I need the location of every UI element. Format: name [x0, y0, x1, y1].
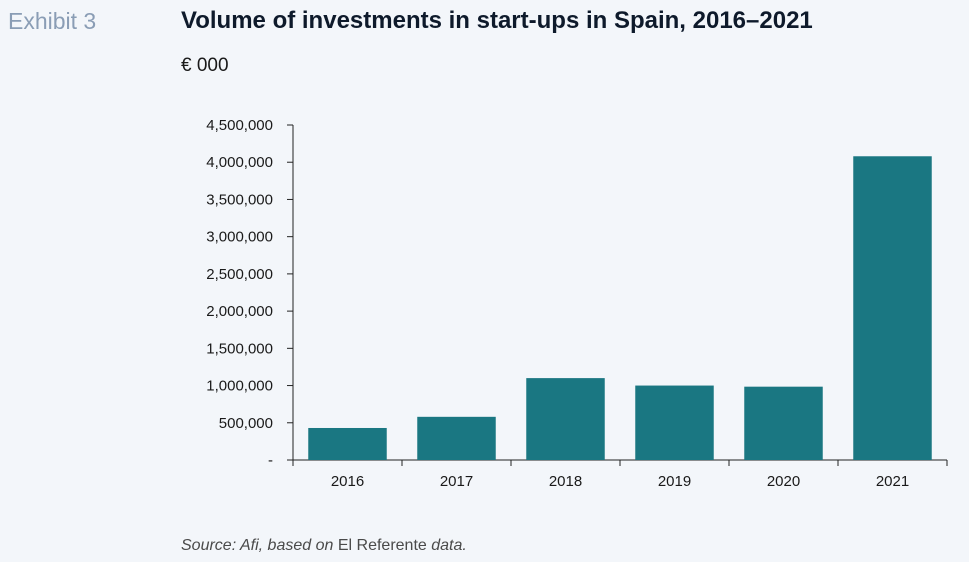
y-tick-label: 4,000,000: [206, 154, 273, 171]
y-tick-label: 3,500,000: [206, 191, 273, 208]
x-axis: 2016 2017 2018 2019 2020 2021: [292, 459, 948, 490]
bar-2016: [308, 427, 387, 460]
exhibit-label: Exhibit 3: [8, 8, 97, 34]
y-tick-label: -: [268, 452, 273, 469]
bar-2020: [744, 386, 823, 460]
y-tick-label: 500,000: [219, 415, 273, 432]
bar-2017: [417, 416, 496, 460]
y-tick-label: 3,000,000: [206, 229, 273, 246]
y-tick-label: 1,500,000: [206, 340, 273, 357]
bars-group: [308, 156, 932, 460]
y-tick-label: 1,000,000: [206, 378, 273, 395]
source-name: El Referente: [337, 537, 427, 554]
x-tick-label: 2021: [876, 473, 909, 490]
bar-2019: [635, 385, 714, 460]
bar-2021: [853, 156, 932, 460]
y-axis: - 500,000 1,000,000 1,500,000 2,000,000 2,500…: [206, 117, 294, 469]
x-tick-label: 2020: [767, 473, 800, 490]
y-tick-label: 4,500,000: [206, 117, 273, 134]
source-note: Source: Afi, based on El Referente data.: [181, 537, 467, 555]
chart-title: Volume of investments in start-ups in Sp…: [181, 7, 813, 34]
x-tick-label: 2019: [658, 473, 691, 490]
source-suffix: data.: [426, 537, 467, 554]
y-tick-label: 2,500,000: [206, 266, 273, 283]
bar-2018: [526, 378, 605, 460]
x-tick-label: 2018: [549, 473, 582, 490]
x-tick-label: 2017: [440, 473, 473, 490]
source-prefix: Source: Afi, based on: [181, 537, 338, 554]
y-tick-label: 2,000,000: [206, 303, 273, 320]
x-tick-label: 2016: [331, 473, 364, 490]
unit-label: € 000: [181, 55, 229, 76]
